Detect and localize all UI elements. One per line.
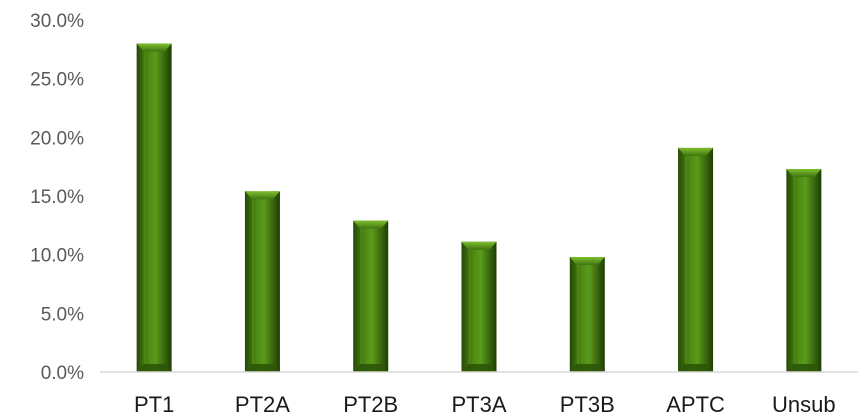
x-tick-label: PT3B [560, 392, 615, 417]
x-axis: PT1 PT2A PT2B PT3A PT3B APTC Unsub [100, 371, 858, 417]
bar-highlight [685, 155, 688, 364]
x-tick-label: PT3A [451, 392, 506, 417]
y-tick-label: 0.0% [41, 363, 84, 384]
y-tick-label: 5.0% [41, 304, 84, 325]
bar-unsub [786, 169, 822, 372]
bar-base [461, 364, 497, 372]
y-tick-label: 25.0% [30, 70, 84, 91]
bars [136, 43, 822, 372]
bar-cap [786, 169, 822, 178]
y-tick-label: 20.0% [30, 128, 84, 149]
bar-highlight [468, 249, 471, 364]
bar-base [353, 364, 389, 372]
bar-cap [569, 257, 605, 266]
bar-cap [244, 191, 280, 200]
y-tick-label: 10.0% [30, 246, 84, 267]
bar-highlight [576, 265, 579, 364]
bar-highlight [360, 228, 363, 364]
bar-pt1 [136, 43, 172, 372]
bar-body [461, 241, 497, 372]
bar-base [136, 364, 172, 372]
bar-pt3b [569, 257, 605, 372]
bar-cap [461, 241, 497, 250]
y-tick-label: 30.0% [30, 11, 84, 32]
x-tick-label: PT2B [343, 392, 398, 417]
bar-aptc [678, 147, 714, 372]
bar-pt2b [353, 220, 389, 372]
y-axis: 0.0% 5.0% 10.0% 15.0% 20.0% 25.0% 30.0% [30, 11, 84, 384]
bar-highlight [793, 177, 796, 364]
x-tick-label: PT1 [134, 392, 174, 417]
bar-body [569, 257, 605, 372]
y-tick-label: 15.0% [30, 187, 84, 208]
bar-body [786, 169, 822, 372]
bar-body [244, 191, 280, 372]
bar-body [678, 147, 714, 372]
x-tick-label: PT2A [235, 392, 290, 417]
x-tick-label: Unsub [772, 392, 836, 417]
bar-highlight [251, 199, 254, 364]
bar-body [136, 43, 172, 372]
bar-pt3a [461, 241, 497, 372]
bar-cap [353, 220, 389, 229]
bar-highlight [143, 51, 146, 364]
bar-base [678, 364, 714, 372]
bar-base [244, 364, 280, 372]
bar-pt2a [244, 191, 280, 372]
bar-cap [678, 147, 714, 156]
bar-base [569, 364, 605, 372]
bar-body [353, 220, 389, 372]
x-tick-label: APTC [666, 392, 725, 417]
bar-cap [136, 43, 172, 52]
bar-base [786, 364, 822, 372]
